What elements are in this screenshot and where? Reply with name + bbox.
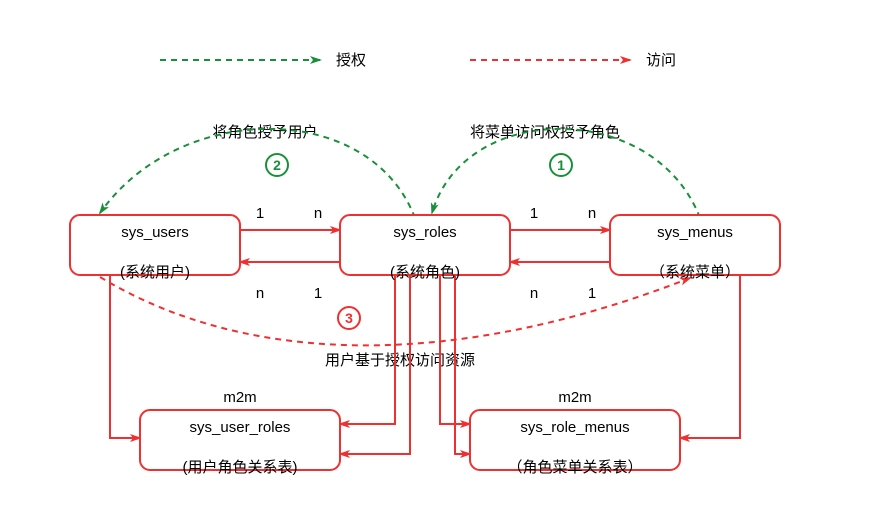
node-sys-roles: sys_roles (系统角色) (340, 215, 510, 281)
node-sys-role-menus: sys_role_menus （角色菜单关系表） (470, 410, 680, 476)
card-1-rm-bot: 1 (588, 285, 596, 302)
node-sys-user-roles-line1: sys_user_roles (190, 419, 291, 436)
node-sys-role-menus-line2: （角色菜单关系表） (507, 459, 642, 476)
card-1-ur-top: 1 (256, 205, 264, 222)
card-m2m-right: m2m (558, 389, 591, 406)
node-sys-menus-line2: （系统菜单） (650, 264, 740, 281)
annotation-right: 将菜单访问权授予角色 (470, 124, 620, 141)
node-sys-users-line1: sys_users (121, 224, 189, 241)
edge-menus-to-rolemenus (680, 275, 740, 438)
card-m2m-left: m2m (223, 389, 256, 406)
node-sys-roles-line2: (系统角色) (390, 264, 460, 281)
legend: 授权 访问 (160, 52, 676, 69)
badge-2-label: 2 (273, 157, 281, 173)
node-sys-users-line2: (系统用户) (120, 264, 190, 281)
legend-access-label: 访问 (646, 52, 676, 69)
node-sys-roles-line1: sys_roles (393, 224, 456, 241)
card-n-rm-bot: n (530, 285, 538, 302)
card-n-ur-bot: n (256, 285, 264, 302)
card-n-ur-top: n (314, 205, 322, 222)
node-sys-users: sys_users (系统用户) (70, 215, 240, 281)
node-sys-role-menus-line1: sys_role_menus (520, 419, 629, 436)
edge-users-to-userroles (110, 275, 140, 438)
badge-1: 1 (550, 154, 572, 176)
card-1-ur-bot: 1 (314, 285, 322, 302)
card-1-rm-top: 1 (530, 205, 538, 222)
card-n-rm-top: n (588, 205, 596, 222)
badge-3: 3 (338, 307, 360, 329)
legend-authorize-label: 授权 (336, 52, 366, 69)
annotation-bottom: 用户基于授权访问资源 (325, 352, 475, 369)
node-sys-menus: sys_menus （系统菜单） (610, 215, 780, 281)
node-sys-user-roles-line2: (用户角色关系表) (183, 459, 298, 476)
node-sys-user-roles: sys_user_roles (用户角色关系表) (140, 410, 340, 476)
node-sys-menus-line1: sys_menus (657, 224, 733, 241)
badge-1-label: 1 (557, 157, 565, 173)
badge-3-label: 3 (345, 310, 353, 326)
badge-2: 2 (266, 154, 288, 176)
